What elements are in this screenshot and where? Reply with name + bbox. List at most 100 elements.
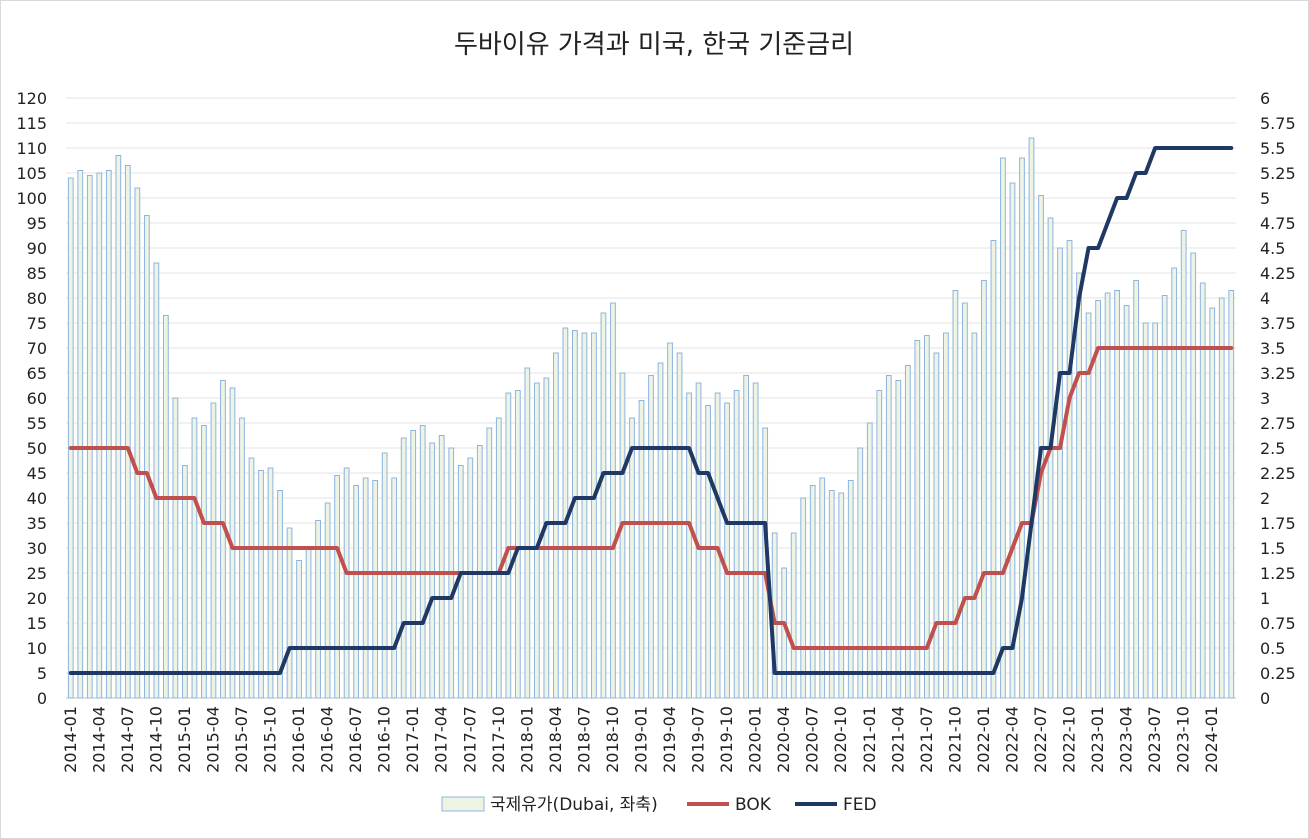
oil-price-bar xyxy=(495,417,502,699)
rate-lines xyxy=(68,146,1234,675)
legend-label-oil: 국제유가(Dubai, 좌축) xyxy=(490,795,658,815)
oil-price-bar xyxy=(86,175,93,699)
x-tick-label: 2021-01 xyxy=(860,706,879,773)
oil-price-bar xyxy=(1171,267,1178,699)
y-right-tick-label: 0.5 xyxy=(1260,639,1285,658)
oil-price-bar xyxy=(629,417,635,699)
y-right-tick-label: 2.5 xyxy=(1260,439,1285,458)
oil-price-bar xyxy=(372,480,379,699)
oil-price-bar xyxy=(381,452,388,699)
oil-price-bar xyxy=(1028,137,1035,699)
oil-price-bar xyxy=(343,467,350,699)
oil-price-bar xyxy=(182,465,188,699)
y-left-tick-label: 45 xyxy=(27,464,47,483)
oil-price-bar xyxy=(752,382,759,699)
legend: 국제유가(Dubai, 좌축) BOK FED xyxy=(441,795,877,815)
y-right-tick-label: 0.25 xyxy=(1260,664,1296,683)
oil-price-bar xyxy=(1123,305,1130,699)
oil-price-bar xyxy=(553,352,559,699)
oil-price-bar xyxy=(1152,322,1159,699)
y-right-tick-label: 3.5 xyxy=(1260,339,1285,358)
oil-price-bar xyxy=(981,280,987,699)
oil-price-bar xyxy=(543,377,550,699)
oil-price-bar xyxy=(686,392,692,699)
oil-price-bars xyxy=(67,137,1235,699)
oil-price-bar xyxy=(676,352,683,699)
oil-price-bar xyxy=(305,547,312,699)
oil-price-bar xyxy=(524,367,531,699)
y-right-tick-label: 4 xyxy=(1260,289,1270,308)
oil-price-bar xyxy=(67,177,74,699)
oil-price-bar xyxy=(96,172,103,699)
oil-price-bar xyxy=(619,372,626,699)
oil-price-bar xyxy=(153,262,160,699)
oil-price-bar xyxy=(1066,240,1073,699)
y-left-tick-label: 0 xyxy=(37,689,47,708)
y-left-tick-label: 55 xyxy=(27,414,47,433)
x-tick-label: 2014-04 xyxy=(89,706,108,773)
x-tick-label: 2021-07 xyxy=(917,706,936,773)
y-left-tick-label: 75 xyxy=(27,314,47,333)
x-tick-label: 2022-10 xyxy=(1060,706,1079,773)
x-tick-label: 2023-07 xyxy=(1145,706,1164,773)
oil-price-bar xyxy=(324,502,331,699)
oil-price-bar xyxy=(115,155,122,699)
y-right-tick-label: 3.25 xyxy=(1260,364,1296,383)
y-left-tick-label: 80 xyxy=(27,289,47,308)
y-left-tick-label: 25 xyxy=(27,564,47,583)
oil-price-bar xyxy=(400,437,407,699)
legend-label-fed: FED xyxy=(843,795,877,815)
x-tick-label: 2020-04 xyxy=(774,706,793,773)
oil-price-bar xyxy=(952,290,959,699)
oil-price-bar xyxy=(648,375,654,699)
oil-price-bar xyxy=(315,520,321,699)
y-left-tick-label: 95 xyxy=(27,214,47,233)
x-tick-label: 2016-07 xyxy=(346,706,365,773)
x-tick-label: 2021-04 xyxy=(888,706,907,773)
y-left-tick-label: 15 xyxy=(27,614,47,633)
oil-price-bar xyxy=(143,215,150,699)
oil-price-bar xyxy=(429,442,436,699)
y-right-tick-label: 1.25 xyxy=(1260,564,1296,583)
y-left-tick-label: 35 xyxy=(27,514,47,533)
oil-price-bar xyxy=(667,342,673,699)
oil-price-bar xyxy=(838,492,845,699)
y-left-tick-label: 120 xyxy=(16,89,47,108)
oil-price-bar xyxy=(1142,322,1149,699)
x-tick-label: 2015-04 xyxy=(203,706,222,773)
oil-price-bar xyxy=(638,400,645,699)
y-left-tick-label: 85 xyxy=(27,264,47,283)
y-right-tick-label: 2.25 xyxy=(1260,464,1296,483)
oil-price-bar xyxy=(201,425,207,699)
oil-price-bar xyxy=(1180,230,1187,699)
oil-price-bar xyxy=(600,312,607,699)
y-right-tick-label: 5.25 xyxy=(1260,164,1296,183)
oil-price-bar xyxy=(514,390,521,699)
x-tick-label: 2017-07 xyxy=(460,706,479,773)
oil-price-bar xyxy=(239,417,245,699)
x-tick-label: 2019-04 xyxy=(660,706,679,773)
oil-price-bar xyxy=(800,497,807,699)
oil-price-bar xyxy=(1019,157,1025,699)
oil-price-bar xyxy=(353,485,359,699)
oil-price-bar xyxy=(467,457,474,699)
x-tick-label: 2023-10 xyxy=(1174,706,1193,773)
oil-price-bar xyxy=(134,187,141,699)
oil-price-bar xyxy=(876,390,883,699)
chart-title: 두바이유 가격과 미국, 한국 기준금리 xyxy=(454,30,854,60)
y-right-tick-label: 0 xyxy=(1260,689,1270,708)
y-left-tick-label: 115 xyxy=(16,114,47,133)
oil-price-bar xyxy=(1161,295,1168,699)
oil-price-bar xyxy=(1057,247,1063,699)
y-left-tick-label: 110 xyxy=(16,139,47,158)
x-tick-label: 2020-01 xyxy=(746,706,765,773)
oil-price-bar xyxy=(1000,157,1006,699)
y-left-tick-label: 50 xyxy=(27,439,47,458)
oil-price-bar xyxy=(885,375,892,699)
x-tick-label: 2015-01 xyxy=(175,706,194,773)
x-tick-label: 2022-04 xyxy=(1002,706,1021,773)
y-right-tick-label: 6 xyxy=(1260,89,1270,108)
oil-price-bar xyxy=(1228,290,1235,699)
x-tick-label: 2023-01 xyxy=(1088,706,1107,773)
